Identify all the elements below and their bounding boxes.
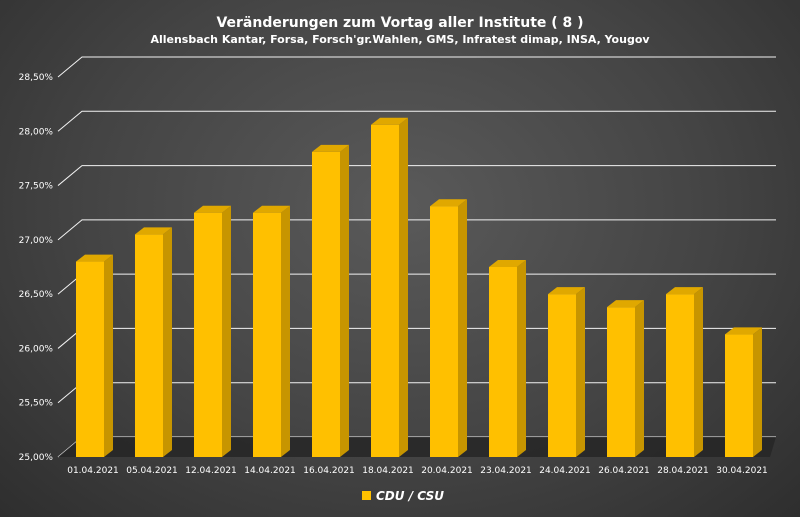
- bar: [548, 287, 585, 457]
- x-tick-label: 28.04.2021: [657, 466, 709, 476]
- legend-label: CDU / CSU: [376, 489, 444, 503]
- y-tick-label: 28,00%: [19, 127, 54, 137]
- x-tick-label: 14.04.2021: [244, 466, 296, 476]
- gridline: [57, 165, 776, 186]
- bar: [312, 144, 349, 457]
- legend: CDU / CSU: [362, 489, 444, 503]
- y-tick-label: 28,50%: [19, 73, 54, 83]
- gridline: [57, 110, 776, 132]
- y-tick-label: 27,50%: [19, 182, 54, 192]
- x-tick-label: 01.04.2021: [67, 466, 119, 476]
- y-tick-label: 26,00%: [19, 344, 54, 354]
- y-tick-label: 25,50%: [19, 399, 54, 409]
- x-tick-label: 20.04.2021: [421, 466, 473, 476]
- floor: [58, 437, 776, 457]
- bar: [135, 227, 172, 457]
- bar: [725, 327, 762, 457]
- y-tick-label: 26,50%: [19, 290, 54, 300]
- bar: [607, 300, 644, 457]
- bar: [430, 199, 467, 457]
- x-tick-label: 24.04.2021: [539, 466, 591, 476]
- bar: [489, 260, 526, 457]
- y-axis-ticks: 25,00% 25,50% 26,00% 26,50% 27,00% 27,50% 28,0…: [19, 73, 54, 463]
- chart-subtitle: Allensbach Kantar, Forsa, Forsch'gr.Wahl…: [150, 33, 650, 46]
- bar: [194, 205, 231, 457]
- x-tick-label: 26.04.2021: [598, 466, 650, 476]
- gridline: [57, 219, 776, 241]
- legend-swatch: [362, 491, 371, 500]
- bar: [253, 205, 290, 457]
- x-tick-label: 16.04.2021: [303, 466, 355, 476]
- bar: [371, 117, 408, 458]
- x-tick-label: 12.04.2021: [185, 466, 237, 476]
- x-tick-label: 23.04.2021: [480, 466, 532, 476]
- x-tick-label: 18.04.2021: [362, 466, 414, 476]
- gridlines: [57, 56, 776, 458]
- x-tick-label: 30.04.2021: [716, 466, 768, 476]
- bars: [76, 117, 762, 458]
- bar: [666, 287, 703, 457]
- x-tick-label: 05.04.2021: [126, 466, 178, 476]
- bar: [76, 254, 113, 457]
- y-tick-label: 27,00%: [19, 236, 54, 246]
- y-tick-label: 25,00%: [19, 453, 54, 463]
- gridline: [57, 56, 776, 78]
- x-axis-ticks: 01.04.2021 05.04.2021 12.04.2021 14.04.2021…: [67, 466, 768, 476]
- chart-title: Veränderungen zum Vortag aller Institute…: [216, 15, 583, 31]
